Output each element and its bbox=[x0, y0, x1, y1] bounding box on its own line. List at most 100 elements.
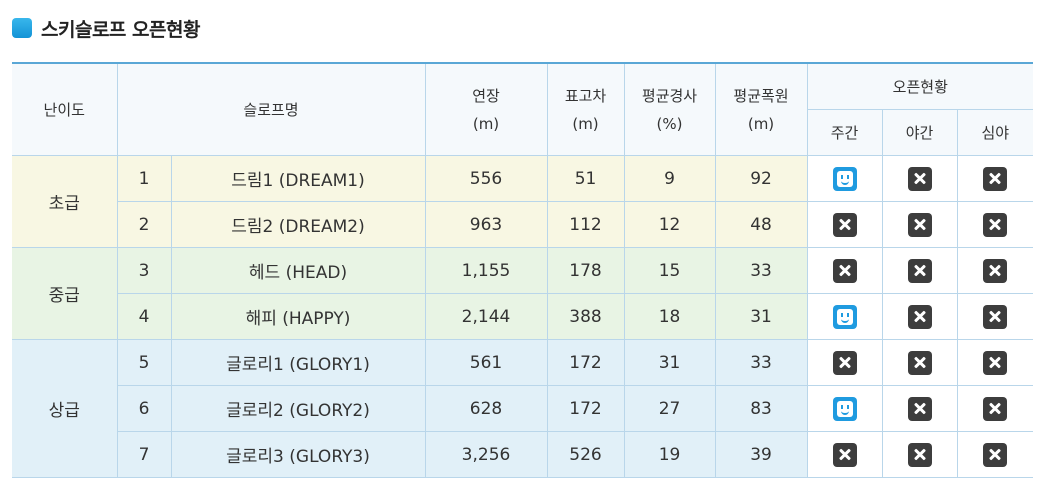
slope-avg-width: 33 bbox=[714, 247, 808, 294]
slope-number: 5 bbox=[116, 339, 172, 386]
closed-icon bbox=[907, 442, 932, 467]
closed-icon bbox=[983, 350, 1008, 375]
status-day bbox=[806, 339, 883, 386]
header-avg-width: 평균폭원 (m) bbox=[714, 62, 808, 156]
status-night bbox=[881, 385, 958, 432]
closed-icon bbox=[832, 212, 857, 237]
open-icon bbox=[832, 396, 857, 421]
status-night bbox=[881, 247, 958, 294]
header-difficulty: 난이도 bbox=[12, 62, 118, 156]
open-icon bbox=[832, 304, 857, 329]
header-open-status: 오픈현황 bbox=[806, 62, 1034, 110]
header-slope-name: 슬로프명 bbox=[116, 62, 426, 156]
slope-length: 963 bbox=[424, 201, 548, 248]
slope-avg-width: 33 bbox=[714, 339, 808, 386]
slope-name: 헤드 (HEAD) bbox=[170, 247, 426, 294]
closed-icon bbox=[983, 442, 1008, 467]
table-row: 7 글로리3 (GLORY3) 3,256 526 19 39 bbox=[12, 431, 1034, 478]
slope-elevation: 178 bbox=[546, 247, 625, 294]
slope-length: 628 bbox=[424, 385, 548, 432]
header-elevation: 표고차 (m) bbox=[546, 62, 625, 156]
slope-name: 드림1 (DREAM1) bbox=[170, 155, 426, 202]
table-row: 2 드림2 (DREAM2) 963 112 12 48 bbox=[12, 201, 1034, 248]
table-row: 상급 5 글로리1 (GLORY1) 561 172 31 33 bbox=[12, 339, 1034, 478]
slope-number: 7 bbox=[117, 431, 172, 478]
slope-number: 2 bbox=[117, 201, 172, 248]
header-length-unit: (m) bbox=[472, 114, 500, 133]
table-row: 중급 3 헤드 (HEAD) 1,155 178 15 33 bbox=[12, 247, 1034, 340]
title-bullet-icon bbox=[12, 18, 32, 38]
status-day bbox=[806, 247, 883, 294]
level-cell: 중급 bbox=[12, 247, 118, 340]
level-cell: 상급 bbox=[12, 339, 118, 478]
header-avg-width-label: 평균폭원 bbox=[733, 86, 789, 105]
page-title: 스키슬로프 오픈현황 bbox=[41, 18, 200, 41]
header-late-night: 심야 bbox=[956, 109, 1034, 156]
slope-avg-width: 48 bbox=[714, 201, 808, 248]
slope-length: 2,144 bbox=[424, 293, 548, 340]
status-late-night bbox=[956, 293, 1034, 340]
closed-icon bbox=[983, 396, 1008, 421]
slope-avg-slope: 9 bbox=[623, 155, 716, 202]
header-length: 연장 (m) bbox=[424, 62, 548, 156]
slope-number: 6 bbox=[117, 385, 172, 432]
closed-icon bbox=[983, 258, 1008, 283]
header-length-label: 연장 bbox=[472, 86, 500, 105]
closed-icon bbox=[907, 350, 932, 375]
slope-number: 3 bbox=[116, 247, 172, 294]
closed-icon bbox=[907, 258, 932, 283]
status-day bbox=[806, 293, 883, 340]
slope-elevation: 388 bbox=[546, 293, 625, 340]
status-day bbox=[806, 431, 883, 478]
status-late-night bbox=[956, 247, 1034, 294]
closed-icon bbox=[983, 212, 1008, 237]
slope-elevation: 112 bbox=[546, 201, 625, 248]
slope-avg-slope: 31 bbox=[623, 339, 716, 386]
closed-icon bbox=[907, 304, 932, 329]
status-night bbox=[881, 155, 958, 202]
status-day bbox=[806, 201, 883, 248]
slope-status-table: 난이도 슬로프명 연장 (m) 표고차 (m) 평균경사 (%) 평균폭원 (m… bbox=[12, 62, 1034, 478]
closed-icon bbox=[832, 350, 857, 375]
slope-avg-width: 39 bbox=[714, 431, 808, 478]
status-late-night bbox=[956, 431, 1034, 478]
header-avg-slope: 평균경사 (%) bbox=[623, 62, 716, 156]
table-row: 4 해피 (HAPPY) 2,144 388 18 31 bbox=[12, 293, 1034, 340]
header-day: 주간 bbox=[807, 109, 883, 156]
closed-icon bbox=[832, 442, 857, 467]
status-day bbox=[806, 155, 883, 202]
slope-number: 4 bbox=[117, 293, 172, 340]
slope-avg-width: 92 bbox=[714, 155, 808, 202]
slope-name: 글로리3 (GLORY3) bbox=[170, 431, 426, 478]
status-late-night bbox=[956, 339, 1034, 386]
closed-icon bbox=[907, 166, 932, 191]
level-cell: 초급 bbox=[12, 155, 118, 248]
header-avg-slope-unit: (%) bbox=[656, 114, 683, 133]
header-avg-width-unit: (m) bbox=[747, 114, 775, 133]
slope-number: 1 bbox=[116, 155, 172, 202]
slope-elevation: 51 bbox=[546, 155, 625, 202]
slope-name: 글로리1 (GLORY1) bbox=[170, 339, 426, 386]
status-late-night bbox=[956, 385, 1034, 432]
header-night: 야간 bbox=[881, 109, 958, 156]
closed-icon bbox=[832, 258, 857, 283]
table-row: 초급 1 드림1 (DREAM1) 556 51 9 92 bbox=[12, 155, 1034, 248]
header-elevation-label: 표고차 bbox=[564, 86, 607, 105]
slope-avg-width: 31 bbox=[714, 293, 808, 340]
closed-icon bbox=[907, 396, 932, 421]
slope-length: 561 bbox=[424, 339, 548, 386]
table-row: 6 글로리2 (GLORY2) 628 172 27 83 bbox=[12, 385, 1034, 432]
header-elevation-unit: (m) bbox=[572, 114, 599, 133]
closed-icon bbox=[983, 166, 1008, 191]
slope-avg-slope: 18 bbox=[623, 293, 716, 340]
open-icon bbox=[832, 166, 857, 191]
slope-name: 글로리2 (GLORY2) bbox=[170, 385, 426, 432]
slope-elevation: 172 bbox=[546, 339, 625, 386]
slope-avg-slope: 19 bbox=[623, 431, 716, 478]
slope-elevation: 172 bbox=[546, 385, 625, 432]
status-night bbox=[881, 293, 958, 340]
status-night bbox=[881, 339, 958, 386]
slope-length: 3,256 bbox=[424, 431, 548, 478]
slope-avg-width: 83 bbox=[714, 385, 808, 432]
status-night bbox=[881, 201, 958, 248]
